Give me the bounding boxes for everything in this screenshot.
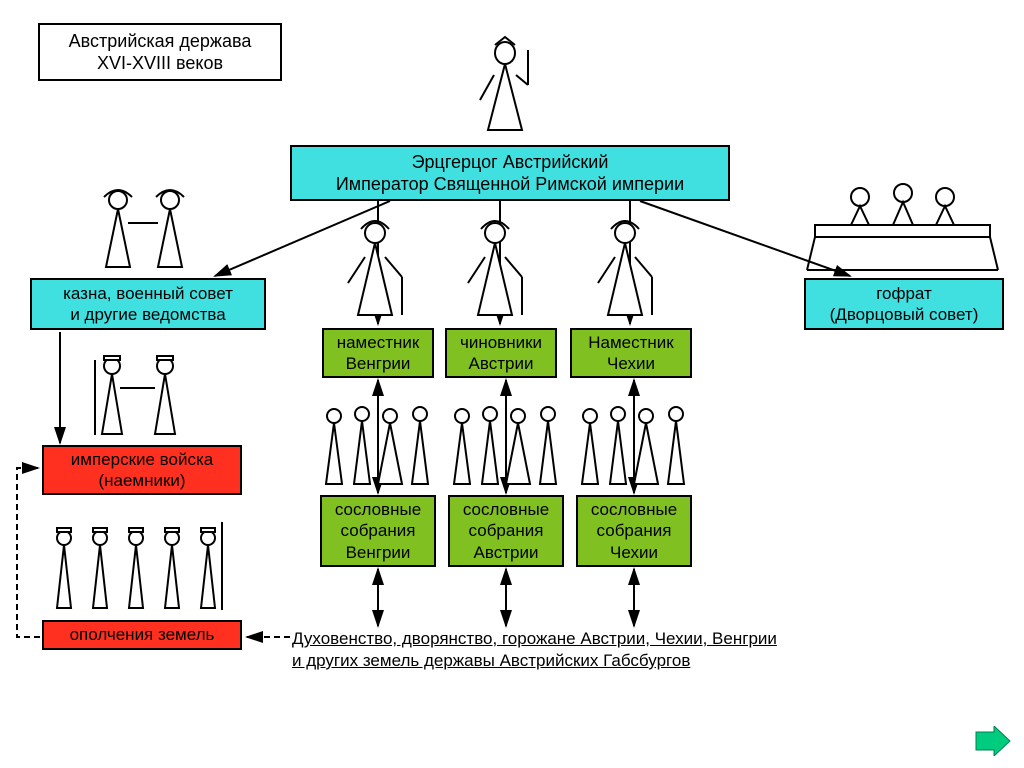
- militia-text: ополчения земель: [70, 624, 215, 645]
- governor-czech-box: Наместник Чехии: [570, 328, 692, 378]
- treasury-box: казна, военный совет и другие ведомства: [30, 278, 266, 330]
- army-text: имперские войска (наемники): [71, 449, 213, 492]
- governor-hungary-figure: [330, 215, 420, 325]
- emperor-box: Эрцгерцог Австрийский Император Священно…: [290, 145, 730, 201]
- emperor-text: Эрцгерцог Австрийский Император Священно…: [336, 151, 684, 196]
- officials-austria-box: чиновники Австрии: [445, 328, 557, 378]
- army-figures: [70, 350, 215, 442]
- militia-figures: [42, 520, 242, 615]
- emperor-figure: [470, 35, 540, 140]
- governor-hungary-text: наместник Венгрии: [337, 332, 420, 375]
- hofrat-box: гофрат (Дворцовый совет): [804, 278, 1004, 330]
- title-line1: Австрийская держава: [69, 30, 252, 53]
- next-slide-button[interactable]: [974, 726, 1012, 756]
- officials-austria-text: чиновники Австрии: [460, 332, 542, 375]
- hofrat-text: гофрат (Дворцовый совет): [830, 283, 979, 326]
- assembly-austria-box: сословные собрания Австрии: [448, 495, 564, 567]
- governor-czech-figure: [580, 215, 670, 325]
- treasury-text: казна, военный совет и другие ведомства: [63, 283, 233, 326]
- assembly-hungary-box: сословные собрания Венгрии: [320, 495, 436, 567]
- title-line2: XVI-XVIII веков: [97, 52, 223, 75]
- assembly-austria-figures: [440, 400, 570, 492]
- hofrat-figures: [805, 175, 1000, 275]
- title-box: Австрийская держава XVI-XVIII веков: [38, 23, 282, 81]
- army-box: имперские войска (наемники): [42, 445, 242, 495]
- footer-text: Духовенство, дворянство, горожане Австри…: [292, 628, 912, 672]
- assembly-czech-box: сословные собрания Чехии: [576, 495, 692, 567]
- assembly-hungary-figures: [312, 400, 442, 492]
- assembly-austria-text: сословные собрания Австрии: [463, 499, 549, 563]
- treasury-figures: [80, 185, 215, 275]
- governor-hungary-box: наместник Венгрии: [322, 328, 434, 378]
- assembly-hungary-text: сословные собрания Венгрии: [335, 499, 421, 563]
- militia-box: ополчения земель: [42, 620, 242, 650]
- assembly-czech-figures: [568, 400, 698, 492]
- assembly-czech-text: сословные собрания Чехии: [591, 499, 677, 563]
- governor-czech-text: Наместник Чехии: [588, 332, 673, 375]
- officials-austria-figure: [450, 215, 540, 325]
